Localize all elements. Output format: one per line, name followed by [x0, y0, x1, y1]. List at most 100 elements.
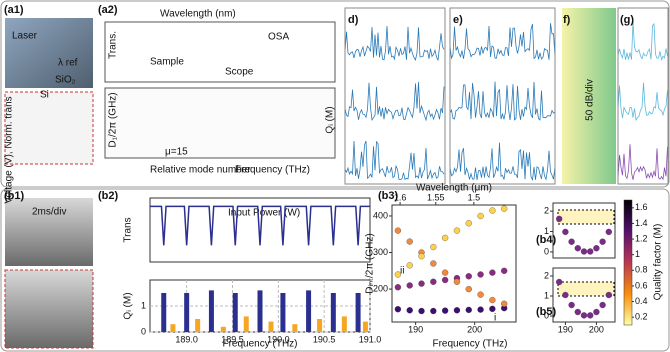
point — [489, 296, 496, 304]
x2-tick-label: 1.6 — [394, 192, 407, 202]
x-tick-label: 200 — [589, 324, 604, 334]
colorbar-tick-label: 0.4 — [635, 296, 648, 306]
label: Qᵢ (M) — [325, 106, 336, 133]
label: SiO₂ — [55, 75, 76, 86]
x-tick-label: 191.0 — [359, 334, 382, 344]
bar — [232, 293, 238, 332]
spectrum-decor — [344, 26, 445, 62]
panel-label: (a1) — [4, 4, 24, 16]
bar — [208, 290, 214, 332]
point — [406, 262, 413, 269]
spectrum-decor — [344, 81, 445, 122]
colorbar-tick-label: 1.4 — [635, 218, 648, 228]
point — [465, 273, 472, 280]
point — [418, 253, 425, 260]
point — [562, 291, 569, 299]
x2-label: Wavelength (μm) — [416, 183, 492, 194]
y-label: Qᵢ (M) — [123, 292, 134, 319]
y-tick-label: 0 — [544, 310, 549, 320]
x2-tick-label: 1.55 — [427, 192, 445, 202]
label: D₁/2π (GHz) — [108, 92, 119, 147]
bar — [170, 324, 176, 332]
colorbar-tick-label: 1 — [635, 249, 640, 259]
y-label: Trans — [123, 217, 134, 242]
point — [465, 306, 472, 314]
plot-frame — [149, 197, 371, 263]
setup-diagram — [104, 21, 336, 83]
point — [593, 308, 600, 316]
point — [430, 260, 437, 267]
point — [556, 278, 563, 286]
panel-label: f) — [563, 14, 571, 26]
y-tick-label: 400 — [373, 210, 388, 220]
point — [477, 306, 484, 313]
photo-sem — [5, 198, 93, 266]
panel-label: (b1) — [4, 190, 25, 202]
inset-b5 — [557, 281, 615, 297]
point — [605, 291, 612, 299]
label: Laser — [12, 31, 38, 42]
point — [599, 301, 606, 309]
point — [465, 220, 472, 227]
panel-label: (b2) — [98, 190, 119, 202]
point — [489, 269, 496, 276]
label: Scope — [225, 67, 254, 78]
x-tick-label: 190 — [558, 324, 573, 334]
point — [441, 307, 449, 314]
y-tick-label: 300 — [373, 247, 388, 257]
point — [406, 307, 413, 314]
bar — [330, 293, 336, 332]
panel-label: (a2) — [98, 4, 118, 16]
spectrum-decor — [617, 21, 668, 62]
point — [394, 284, 402, 291]
point — [501, 205, 508, 212]
spectrum-frame — [344, 7, 446, 185]
x-tick-label: 190 — [408, 324, 423, 334]
x-label: Frequency (THz) — [432, 339, 507, 350]
top-frame — [0, 0, 670, 188]
y-tick-label: 0 — [544, 246, 549, 256]
inset-b4 — [557, 209, 615, 225]
annotation: ii — [400, 265, 404, 276]
y-tick-label: 1 — [544, 226, 549, 236]
bar — [161, 293, 167, 332]
spectrum-decor — [449, 142, 556, 182]
panel-label: e) — [453, 14, 463, 26]
x-tick-label: 190.0 — [267, 334, 290, 344]
bar — [220, 326, 226, 332]
spectrum-frame — [617, 7, 669, 185]
bar — [184, 293, 190, 332]
bar — [280, 293, 286, 332]
colorbar-tick-label: 1.2 — [635, 233, 648, 243]
point — [394, 227, 402, 234]
point — [489, 207, 496, 214]
spectrum-decor — [449, 81, 556, 121]
bar — [362, 321, 368, 332]
colorbar-label: Quality factor (M) — [653, 224, 664, 301]
bottom-frame — [0, 188, 670, 352]
y-label: Dᵢₙₜ/2π (GHz) — [365, 233, 376, 293]
point — [477, 212, 484, 220]
label: Wavelength (nm) — [160, 9, 236, 20]
point — [441, 234, 449, 242]
colorbar-tick-label: 0.2 — [635, 312, 648, 322]
point — [430, 307, 437, 315]
point — [568, 301, 575, 309]
panel-label: (b3) — [378, 190, 399, 202]
panel-label: (b4) — [536, 234, 557, 246]
point — [441, 269, 449, 276]
point — [441, 276, 449, 284]
panel-label: (g) — [620, 14, 634, 26]
bar — [243, 316, 249, 332]
point — [418, 280, 425, 287]
point — [477, 271, 484, 278]
panel-label: (b5) — [536, 306, 557, 318]
label: Voltage (V), Norm. trans — [4, 96, 15, 203]
bar — [341, 316, 347, 332]
point — [430, 278, 437, 285]
point — [406, 282, 413, 289]
point — [453, 307, 461, 314]
x-tick-label: 189.5 — [221, 334, 244, 344]
point — [465, 285, 472, 293]
x-tick-label: 190.5 — [313, 334, 336, 344]
